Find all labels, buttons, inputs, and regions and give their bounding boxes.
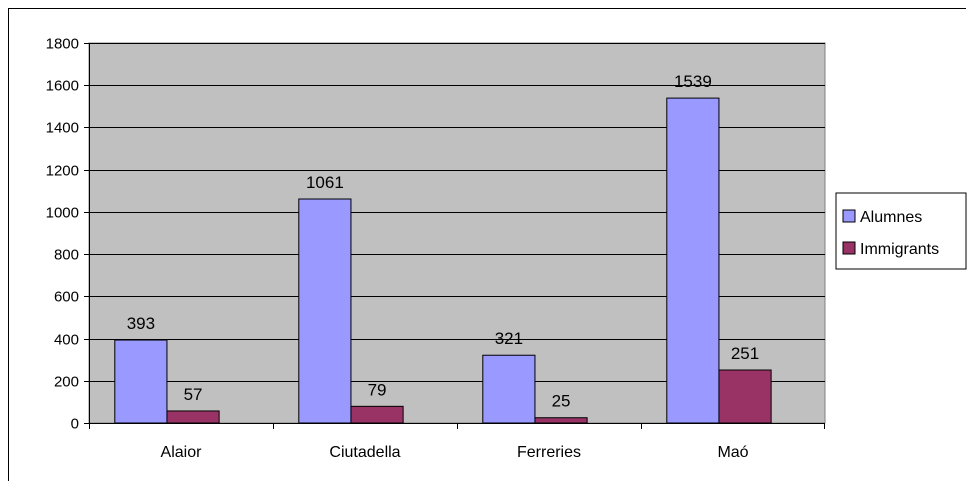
- bar: [534, 417, 588, 424]
- data-label: 1539: [674, 72, 712, 91]
- x-tick-label: Ciutadella: [329, 444, 400, 461]
- y-tick-label: 800: [54, 247, 79, 264]
- y-tick-label: 1000: [46, 205, 79, 222]
- data-label: 1061: [306, 173, 344, 192]
- y-tick-label: 200: [54, 374, 79, 391]
- x-tick-label: Ferreries: [517, 444, 581, 461]
- data-label: 57: [184, 385, 203, 404]
- y-tick-label: 1400: [46, 120, 79, 137]
- y-tick-label: 0: [71, 416, 79, 433]
- bar: [666, 97, 720, 424]
- y-tick-label: 600: [54, 289, 79, 306]
- x-tick-label: Maó: [717, 444, 748, 461]
- y-tick-label: 1600: [46, 78, 79, 95]
- plot-area: 0 200 400 600 800 1000 1200 1400 1600 1800 393 57 Al…: [46, 36, 826, 461]
- x-tick-label: Alaior: [161, 444, 203, 461]
- bar: [298, 198, 352, 424]
- data-label: 393: [127, 314, 155, 333]
- data-label: 321: [495, 329, 523, 348]
- bar: [482, 354, 536, 424]
- bar: [718, 369, 772, 424]
- data-label: 25: [552, 392, 571, 411]
- bar: [350, 405, 404, 424]
- bar: [166, 410, 220, 424]
- legend: Alumnes Immigrants: [835, 192, 967, 270]
- legend-swatch: [842, 241, 856, 255]
- y-tick-label: 1800: [46, 36, 79, 53]
- bar: [114, 339, 168, 424]
- legend-box: [835, 192, 967, 270]
- legend-label: Immigrants: [860, 241, 939, 258]
- legend-swatch: [842, 209, 856, 223]
- legend-label: Alumnes: [860, 209, 922, 226]
- chart-frame: [8, 8, 966, 481]
- data-label: 79: [368, 380, 387, 399]
- y-tick-label: 400: [54, 332, 79, 349]
- data-label: 251: [731, 344, 759, 363]
- y-tick-label: 1200: [46, 163, 79, 180]
